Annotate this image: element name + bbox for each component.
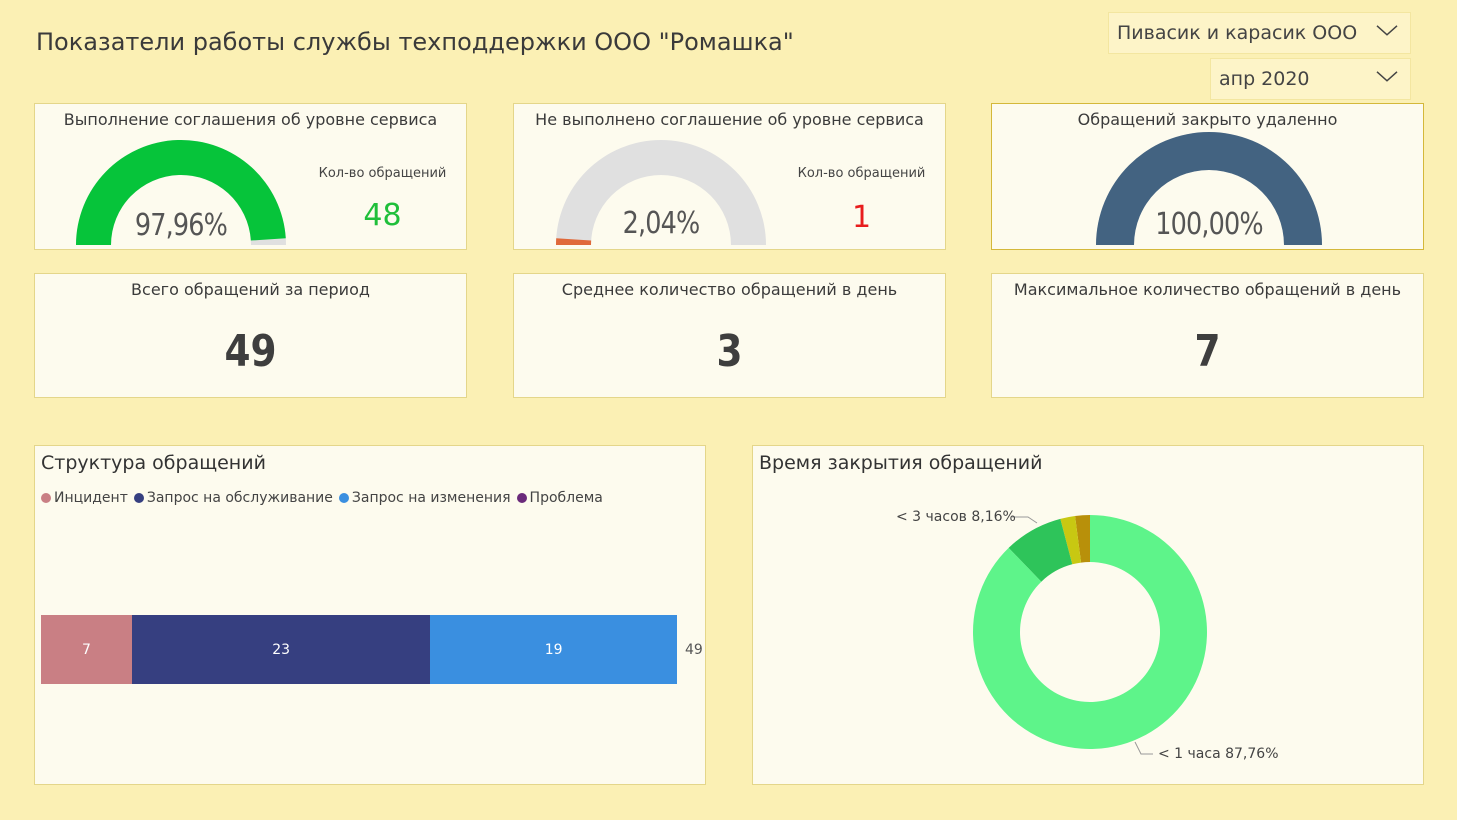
total-requests-card[interactable]: Всего обращений за период 49: [34, 273, 467, 398]
legend-item[interactable]: Проблема: [516, 490, 603, 506]
company-slicer-value: Пивасик и карасик ООО: [1117, 22, 1358, 44]
max-per-day-card[interactable]: Максимальное количество обращений в день…: [991, 273, 1424, 398]
page-title: Показатели работы службы техподдержки ОО…: [36, 28, 794, 56]
count-label: Кол-во обращений: [318, 166, 447, 181]
chart-legend: Инцидент Запрос на обслуживание Запрос н…: [41, 490, 605, 506]
big-number: 7: [1194, 326, 1221, 377]
legend-dot: [516, 493, 527, 503]
bar-segment[interactable]: 7: [41, 615, 132, 684]
remote-closed-gauge: [1096, 132, 1322, 245]
legend-dot: [338, 493, 349, 503]
legend-label: Инцидент: [54, 490, 128, 506]
sla-met-gauge: [76, 140, 286, 245]
gauge-value: 2,04%: [622, 206, 701, 241]
legend-label: Запрос на изменения: [351, 490, 511, 506]
avg-per-day-card[interactable]: Среднее количество обращений в день 3: [513, 273, 946, 398]
remote-closed-card[interactable]: Обращений закрыто удаленно 100,00%: [991, 103, 1424, 250]
panel-title: Время закрытия обращений: [759, 452, 1043, 474]
donut-chart: [973, 515, 1207, 755]
structure-chart-panel[interactable]: Структура обращений Инцидент Запрос на о…: [34, 445, 706, 785]
sla-met-card[interactable]: Выполнение соглашения об уровне сервиса …: [34, 103, 467, 250]
period-slicer[interactable]: апр 2020: [1210, 58, 1411, 100]
count-label: Кол-во обращений: [797, 166, 926, 181]
card-title: Максимальное количество обращений в день: [1013, 280, 1402, 299]
chevron-down-icon[interactable]: [1376, 20, 1398, 42]
sla-failed-card[interactable]: Не выполнено соглашение об уровне сервис…: [513, 103, 946, 250]
donut-label-3h: < 3 часов 8,16%: [896, 509, 1016, 525]
legend-label: Проблема: [529, 490, 603, 506]
company-slicer[interactable]: Пивасик и карасик ООО: [1108, 12, 1411, 54]
period-slicer-value: апр 2020: [1219, 68, 1310, 90]
donut-slice[interactable]: [1060, 515, 1082, 565]
legend-item[interactable]: Инцидент: [41, 490, 128, 506]
legend-item[interactable]: Запрос на изменения: [338, 490, 511, 506]
bar-segment[interactable]: 19: [430, 615, 677, 684]
legend-item[interactable]: Запрос на обслуживание: [133, 490, 333, 506]
card-title: Обращений закрыто удаленно: [1077, 110, 1338, 129]
legend-dot: [133, 493, 144, 503]
sla-failed-gauge: [556, 140, 766, 245]
card-title: Не выполнено соглашение об уровне сервис…: [535, 110, 924, 129]
count-value: 1: [851, 200, 872, 235]
big-number: 3: [716, 326, 743, 377]
card-title: Среднее количество обращений в день: [561, 280, 898, 299]
donut-slice[interactable]: [1075, 515, 1090, 563]
donut-slice[interactable]: [973, 515, 1207, 749]
panel-title: Структура обращений: [41, 452, 266, 474]
big-number: 49: [224, 326, 277, 377]
closing-time-panel[interactable]: Время закрытия обращений < 3 часов 8,16%…: [752, 445, 1424, 785]
card-title: Выполнение соглашения об уровне сервиса: [63, 110, 438, 129]
bar-total-label: 49: [685, 642, 703, 658]
bar-segment[interactable]: 23: [131, 615, 431, 684]
gauge-value: 100,00%: [1155, 207, 1263, 242]
legend-label: Запрос на обслуживание: [146, 490, 333, 506]
donut-label-1h: < 1 часа 87,76%: [1158, 746, 1279, 762]
chevron-down-icon[interactable]: [1376, 66, 1398, 88]
count-value: 48: [363, 198, 402, 233]
donut-slice[interactable]: [1008, 518, 1073, 582]
legend-dot: [41, 493, 51, 503]
gauge-value: 97,96%: [134, 208, 228, 243]
card-title: Всего обращений за период: [131, 280, 370, 299]
